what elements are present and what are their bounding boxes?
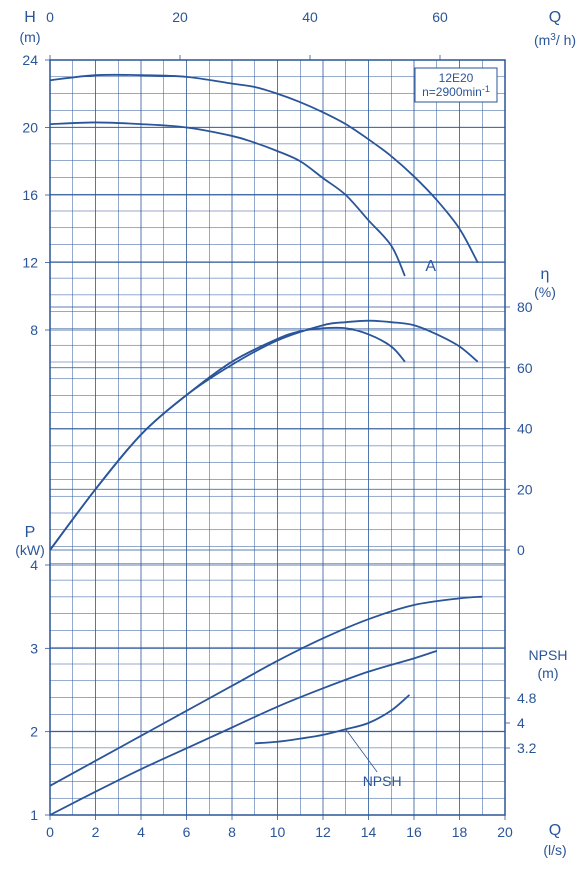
curve-eta-upper (50, 321, 478, 550)
svg-text:12: 12 (315, 824, 331, 840)
svg-text:20: 20 (22, 120, 38, 136)
chart-svg: H(m)Q(m3/ h)0204060812162024η(%)02040608… (0, 0, 580, 867)
svg-text:n=2900min-1: n=2900min-1 (422, 84, 490, 99)
svg-text:1: 1 (30, 807, 38, 823)
axis-label-H: H (24, 9, 36, 26)
svg-text:0: 0 (46, 824, 54, 840)
axis-label-Q-top: Q (549, 9, 561, 26)
svg-text:(m): (m) (538, 665, 559, 681)
svg-text:0: 0 (46, 9, 54, 25)
svg-text:(m3/ h): (m3/ h) (534, 32, 576, 48)
svg-text:24: 24 (22, 52, 38, 68)
axis-label-Q-bottom: Q (549, 822, 561, 839)
axis-label-eta: η (541, 266, 550, 283)
svg-text:10: 10 (270, 824, 286, 840)
svg-text:80: 80 (517, 299, 533, 315)
svg-text:6: 6 (183, 824, 191, 840)
svg-text:(l/s): (l/s) (543, 842, 566, 858)
svg-text:3: 3 (30, 640, 38, 656)
curve-P-upper (50, 597, 482, 786)
svg-text:16: 16 (406, 824, 422, 840)
svg-text:(%): (%) (534, 284, 556, 300)
svg-text:4.8: 4.8 (517, 690, 537, 706)
svg-text:16: 16 (22, 187, 38, 203)
svg-text:0: 0 (517, 542, 525, 558)
svg-text:12E20: 12E20 (439, 71, 474, 85)
pump-chart: H(m)Q(m3/ h)0204060812162024η(%)02040608… (0, 0, 580, 867)
svg-text:8: 8 (228, 824, 236, 840)
svg-text:(m): (m) (20, 29, 41, 45)
svg-text:18: 18 (452, 824, 468, 840)
svg-text:60: 60 (432, 9, 448, 25)
curve-NPSH (255, 695, 410, 743)
svg-text:2: 2 (92, 824, 100, 840)
curve-H-upper (50, 75, 478, 263)
curve-label-NPSH: NPSH (363, 773, 402, 789)
svg-text:3.2: 3.2 (517, 740, 537, 756)
axis-label-NPSH: NPSH (529, 647, 568, 663)
curve-H-lower (50, 122, 405, 276)
curve-label-A: A (425, 258, 436, 275)
svg-text:14: 14 (361, 824, 377, 840)
curve-eta-lower (50, 328, 405, 550)
svg-text:20: 20 (497, 824, 513, 840)
svg-text:12: 12 (22, 255, 38, 271)
svg-text:40: 40 (517, 421, 533, 437)
svg-text:2: 2 (30, 724, 38, 740)
svg-text:8: 8 (30, 322, 38, 338)
svg-text:60: 60 (517, 360, 533, 376)
axis-label-P: P (25, 524, 36, 541)
svg-text:(kW): (kW) (15, 542, 45, 558)
svg-text:40: 40 (302, 9, 318, 25)
svg-text:4: 4 (137, 824, 145, 840)
svg-text:20: 20 (172, 9, 188, 25)
svg-text:4: 4 (30, 557, 38, 573)
curve-P-lower (50, 651, 437, 815)
svg-text:4: 4 (517, 715, 525, 731)
svg-text:20: 20 (517, 481, 533, 497)
